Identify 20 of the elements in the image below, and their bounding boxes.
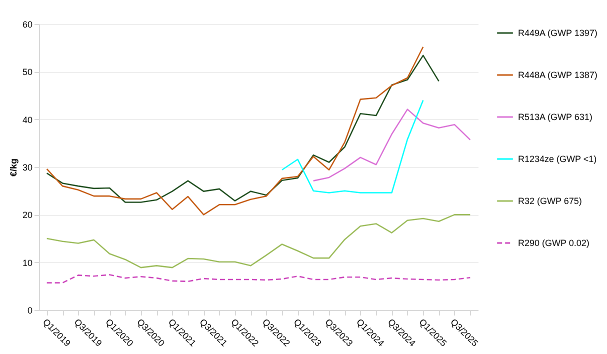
legend-label: R513A (GWP 631)	[518, 112, 592, 122]
y-tick-label: 10	[22, 258, 32, 268]
y-tick-label: 0	[27, 306, 32, 316]
y-axis-title: €/kg	[8, 158, 18, 177]
y-tick-label: 50	[22, 67, 32, 78]
y-tick-label: 20	[22, 210, 32, 220]
y-tick-label: 40	[22, 114, 32, 125]
legend-label: R449A (GWP 1397)	[518, 28, 598, 38]
line-series	[46, 46, 424, 216]
y-tick-label: 60	[22, 20, 32, 30]
line-series	[46, 274, 471, 284]
legend-label: R32 (GWP 675)	[518, 196, 582, 206]
line-series	[46, 54, 440, 203]
line-series	[46, 214, 471, 268]
y-tick-label: 30	[22, 162, 32, 172]
legend-label: R448A (GWP 1387)	[518, 70, 598, 80]
legend-label: R290 (GWP 0.02)	[518, 238, 590, 248]
legend-label: R1234ze (GWP <1)	[518, 154, 597, 164]
line-series	[281, 100, 424, 194]
line-series	[312, 108, 471, 182]
